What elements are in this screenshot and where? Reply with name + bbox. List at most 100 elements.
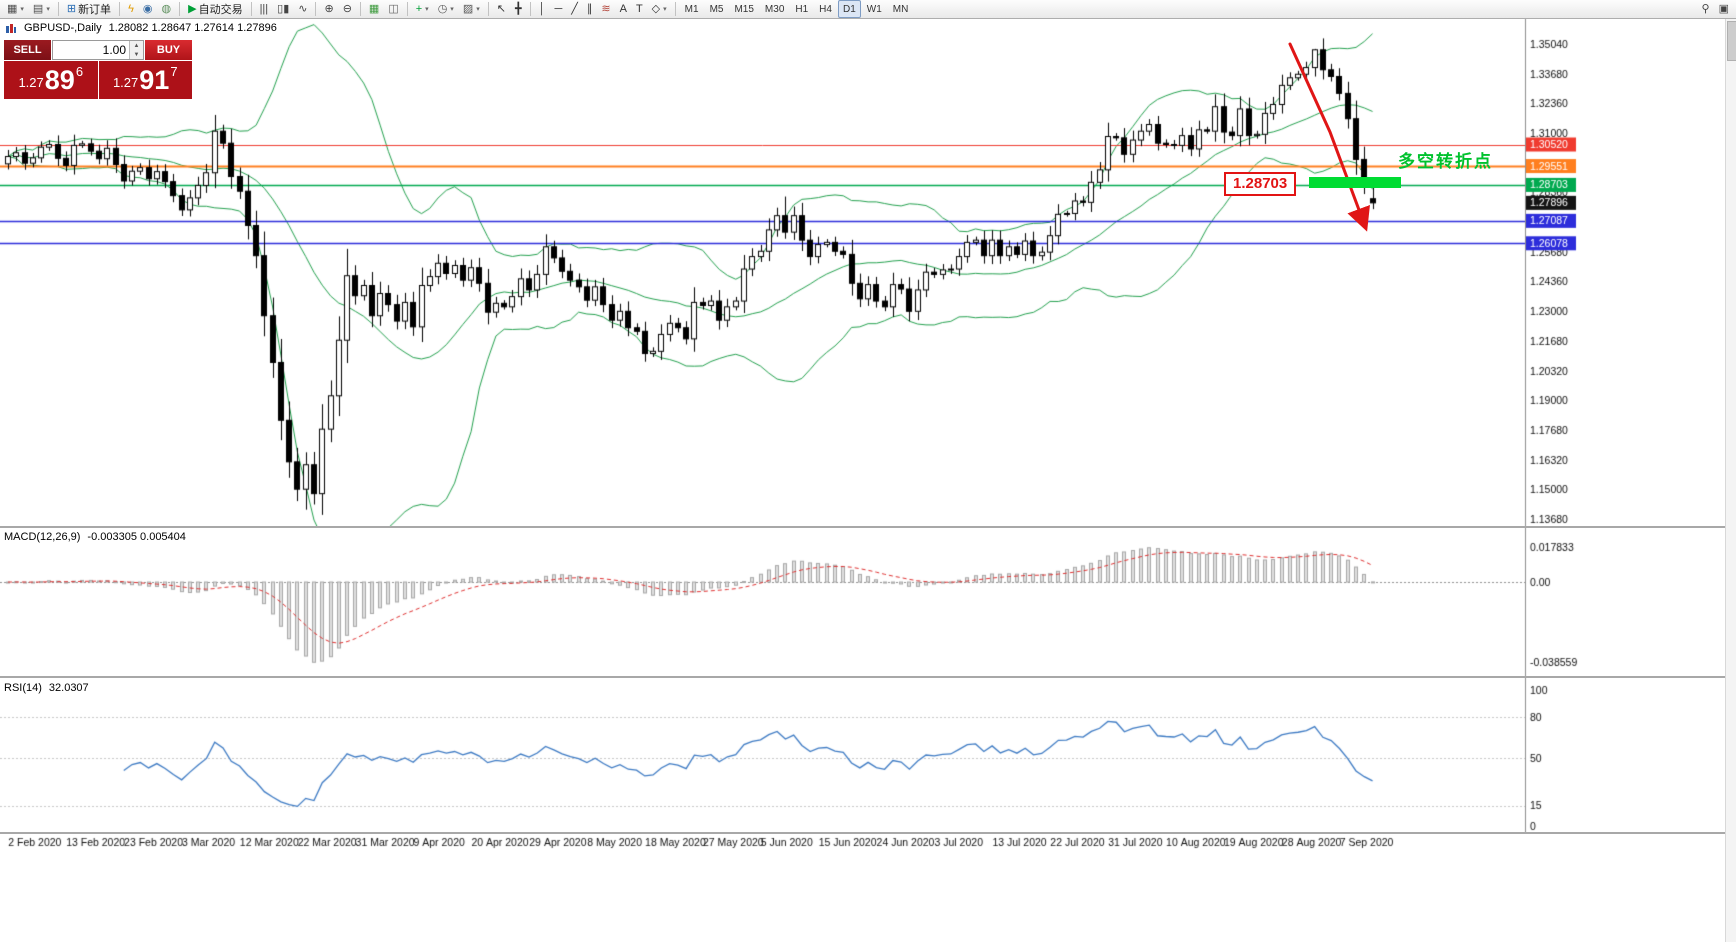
rsi-panel-canvas[interactable] [0, 678, 1736, 832]
cursor-icon: ↖ [496, 2, 506, 15]
toolbar-separator [315, 2, 317, 16]
bid-pipette: 6 [75, 64, 84, 79]
new-order-button: ⊞ [66, 2, 77, 15]
timeframe-m5-button[interactable]: M5 [709, 3, 724, 15]
market-icon[interactable]: ◍ [158, 0, 176, 18]
periods-icon: ◷ [437, 2, 448, 15]
alerts-icon: ◉ [142, 2, 153, 15]
buy-price-button[interactable]: 1.27 91 7 [98, 61, 192, 99]
macd-panel-canvas[interactable] [0, 528, 1736, 676]
profiles-icon: ▤ [32, 2, 44, 15]
fibonacci-icon[interactable]: ≋ [597, 0, 614, 18]
horizontal-line-icon: ─ [554, 2, 563, 15]
buy-button[interactable]: BUY [145, 40, 192, 60]
text-icon[interactable]: A [616, 0, 631, 18]
timeframe-h4-button[interactable]: H4 [819, 3, 832, 15]
main-toolbar: ▦ ▾ ▤ ▾ ⊞ 新订单 ϟ ◉ ◍ ▶ 自动交易 ||| ▯▮ ∿ ⊕ ⊖ ▦ ◫ + ▾ ◷ ▾ ▨ ▾ ↖ ╋ │ ─ ╱ ∥ ≋ A… [0, 0, 1736, 19]
new-chart-icon: ▦ [7, 2, 18, 15]
line-chart-mode-icon[interactable]: ∿ [294, 0, 311, 18]
crosshair-icon[interactable]: ╋ [511, 0, 526, 18]
horizontal-line-icon[interactable]: ─ [550, 0, 566, 18]
vertical-scrollbar[interactable] [1725, 19, 1736, 942]
zoom-in-icon: ⊕ [324, 2, 334, 15]
new-order-button[interactable]: ⊞ 新订单 [63, 0, 115, 18]
periods-icon[interactable]: ◷ ▾ [434, 0, 458, 18]
cascade-windows-icon[interactable]: ◫ [384, 0, 402, 18]
candle-chart-mode-icon: ▯▮ [277, 2, 290, 15]
sell-button[interactable]: SELL [4, 40, 51, 60]
toolbar-separator [529, 2, 531, 16]
trendline-icon[interactable]: ╱ [567, 0, 582, 18]
panel-splitter-dates[interactable] [0, 832, 1736, 834]
trendline-icon: ╱ [571, 2, 578, 15]
rsi-title: RSI(14) [4, 682, 42, 694]
indicators-icon[interactable]: + ▾ [412, 0, 433, 18]
timeframe-mn-button[interactable]: MN [892, 3, 909, 15]
volume-up-button[interactable]: ▲ [130, 41, 143, 50]
cursor-icon[interactable]: ↖ [493, 0, 510, 18]
turning-point-label[interactable]: 多空转折点 [1398, 152, 1493, 171]
dropdown-caret-icon: ▾ [663, 6, 667, 13]
autotrade-button-label: 自动交易 [198, 4, 243, 16]
quotes-icon[interactable]: ϟ [124, 0, 138, 18]
timeframe-w1-button[interactable]: W1 [866, 3, 882, 15]
bar-chart-mode-icon[interactable]: ||| [256, 0, 273, 18]
text-label-icon[interactable]: T [632, 0, 647, 18]
panel-splitter-macd[interactable] [0, 526, 1736, 528]
scrollbar-thumb[interactable] [1727, 21, 1736, 61]
trend-arrow-annotation[interactable] [1268, 36, 1380, 240]
sell-price-button[interactable]: 1.27 89 6 [4, 61, 98, 99]
templates-icon: ▨ [462, 2, 474, 15]
profiles-icon[interactable]: ▤ ▾ [29, 0, 54, 18]
toolbar-separator [57, 2, 59, 16]
fibonacci-icon: ≋ [601, 2, 611, 15]
price-level-callout[interactable]: 1.28703 [1224, 172, 1297, 196]
macd-values: -0.003305 0.005404 [87, 531, 186, 543]
timeframe-m15-button[interactable]: M15 [734, 3, 754, 15]
time-axis-canvas[interactable] [0, 834, 1736, 852]
toolbar-separator [179, 2, 181, 16]
vertical-line-icon: │ [538, 2, 546, 15]
bar-chart-mode-icon: ||| [259, 2, 269, 15]
dropdown-caret-icon: ▾ [20, 6, 24, 13]
templates-icon[interactable]: ▨ ▾ [459, 0, 484, 18]
timeframe-h1-button[interactable]: H1 [795, 3, 809, 15]
autotrade-button[interactable]: ▶ 自动交易 [184, 0, 246, 18]
candle-chart-mode-icon[interactable]: ▯▮ [273, 0, 293, 18]
support-zone-highlight[interactable] [1309, 177, 1401, 188]
vertical-line-icon[interactable]: │ [535, 0, 550, 18]
quotes-icon: ϟ [128, 2, 134, 15]
zoom-out-icon[interactable]: ⊖ [339, 0, 356, 18]
search-icon[interactable]: ⚲ [1698, 0, 1714, 18]
volume-field: ▲ ▼ [52, 40, 144, 60]
volume-input[interactable] [53, 41, 143, 59]
zoom-in-icon[interactable]: ⊕ [320, 0, 337, 18]
ohlc-readout: 1.28082 1.28647 1.27614 1.27896 [108, 22, 277, 34]
timeframe-m1-button[interactable]: M1 [684, 3, 699, 15]
toolbar-separator [250, 2, 252, 16]
chart-title: GBPUSD-,Daily 1.28082 1.28647 1.27614 1.… [5, 22, 277, 34]
main-chart-canvas[interactable] [0, 19, 1736, 526]
alerts-icon[interactable]: ◉ [139, 0, 157, 18]
dropdown-caret-icon: ▾ [46, 6, 50, 13]
channel-icon[interactable]: ∥ [583, 0, 597, 18]
timeframe-m30-button[interactable]: M30 [764, 3, 785, 15]
text-label-icon: T [635, 2, 643, 15]
fullscreen-icon[interactable]: ▣ [1715, 0, 1733, 18]
zoom-out-icon: ⊖ [342, 2, 352, 15]
new-chart-icon[interactable]: ▦ ▾ [3, 0, 28, 18]
volume-down-button[interactable]: ▼ [130, 50, 143, 59]
market-icon: ◍ [161, 2, 172, 15]
shapes-icon: ◇ [651, 2, 661, 15]
shapes-icon[interactable]: ◇ ▾ [648, 0, 671, 18]
tile-windows-icon[interactable]: ▦ [365, 0, 383, 18]
toolbar-separator [674, 2, 676, 16]
bid-big-digits: 89 [44, 65, 75, 95]
timeframe-d1-button[interactable]: D1 [837, 0, 861, 18]
panel-splitter-rsi[interactable] [0, 676, 1736, 678]
symbol-period-label: GBPUSD-,Daily [24, 22, 102, 34]
channel-icon: ∥ [586, 2, 593, 15]
dropdown-caret-icon: ▾ [425, 6, 429, 13]
dropdown-caret-icon: ▾ [476, 6, 480, 13]
